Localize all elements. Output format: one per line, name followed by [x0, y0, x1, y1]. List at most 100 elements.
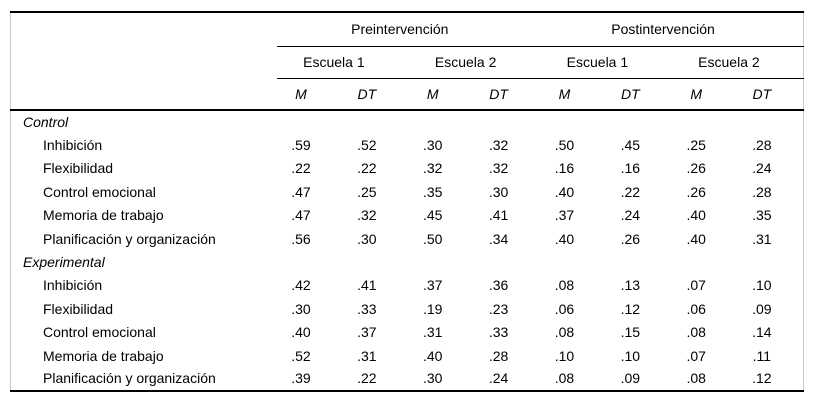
section-label: Control — [23, 114, 69, 131]
value-cell: .25 — [357, 183, 377, 200]
value-cell: .32 — [488, 160, 509, 177]
value-cell: .24 — [752, 160, 772, 177]
value-cell: .32 — [422, 160, 443, 177]
table-row: Control emocional .40 .37 .31 .33 .08 .15 .08 .1… — [11, 321, 804, 344]
value-cell: .35 — [752, 207, 772, 224]
measure-header: M — [671, 78, 738, 111]
value-cell: .30 — [488, 183, 509, 200]
value-cell: .56 — [291, 230, 311, 247]
value-cell: .15 — [620, 324, 641, 341]
value-cell: .40 — [554, 230, 575, 247]
value-cell: .08 — [554, 370, 575, 387]
value-cell: .07 — [686, 347, 706, 364]
value-cell: .30 — [357, 230, 377, 247]
table-row: Inhibición .59 .52 .30 .32 .50 .45 .25 .28 — [11, 133, 804, 156]
value-cell: .16 — [554, 160, 575, 177]
value-cell: .23 — [488, 300, 509, 317]
column-group-header-pre: Preintervención — [276, 12, 541, 47]
value-cell: .42 — [291, 277, 311, 294]
row-label: Control emocional — [43, 324, 156, 341]
value-cell: .19 — [422, 300, 443, 317]
value-cell: .32 — [488, 137, 509, 154]
value-cell: .37 — [422, 277, 443, 294]
measure-header: DT — [342, 78, 409, 111]
table-row: Memoria de trabajo .47 .32 .45 .41 .37 .24 .40.… — [11, 204, 804, 227]
value-cell: .28 — [488, 347, 509, 364]
value-cell: .31 — [357, 347, 377, 364]
value-cell: .12 — [752, 370, 772, 387]
value-cell: .40 — [422, 347, 443, 364]
value-cell: .59 — [291, 137, 311, 154]
value-cell: .24 — [620, 207, 641, 224]
table-row: Planificación y organización .56 .30 .50 .34… — [11, 227, 804, 250]
value-cell: .08 — [686, 324, 706, 341]
value-cell: .52 — [357, 137, 377, 154]
table-row: Flexibilidad .30 .33 .19 .23 .06 .12 .06 .09 — [11, 297, 804, 320]
table-row: Memoria de trabajo .52 .31 .40 .28 .10 .10 .07.… — [11, 344, 804, 367]
school-header: Escuela 2 — [408, 46, 541, 79]
measure-header: DT — [737, 78, 804, 111]
value-cell: .26 — [686, 160, 706, 177]
corner-cell — [11, 12, 277, 46]
value-cell: .31 — [752, 230, 772, 247]
table-row: Control emocional .47 .25 .35 .30 .40 .22 .26 .2… — [11, 180, 804, 203]
school-header: Escuela 1 — [276, 46, 409, 79]
value-cell: .09 — [752, 300, 772, 317]
value-cell: .30 — [422, 370, 443, 387]
value-cell: .13 — [620, 277, 641, 294]
column-group-row: Preintervención Postintervención — [11, 12, 804, 47]
row-label: Flexibilidad — [43, 160, 114, 177]
value-cell: .08 — [554, 277, 575, 294]
value-cell: .33 — [357, 300, 377, 317]
value-cell: .28 — [752, 137, 772, 154]
value-cell: .06 — [686, 300, 706, 317]
value-cell: .47 — [291, 183, 311, 200]
value-cell: .40 — [686, 207, 706, 224]
value-cell: .40 — [291, 324, 311, 341]
measure-header: M — [408, 78, 475, 111]
school-header: Escuela 2 — [671, 46, 804, 79]
corner-cell — [10, 78, 277, 111]
row-label: Memoria de trabajo — [43, 347, 164, 364]
value-cell: .14 — [752, 324, 772, 341]
value-cell: .26 — [686, 183, 706, 200]
measure-header: M — [276, 78, 343, 111]
value-cell: .22 — [357, 160, 377, 177]
value-cell: .39 — [291, 370, 311, 387]
value-cell: .34 — [488, 230, 509, 247]
value-cell: .07 — [686, 277, 706, 294]
value-cell: .47 — [291, 207, 311, 224]
value-cell: .12 — [620, 300, 641, 317]
value-cell: .40 — [686, 230, 706, 247]
value-cell: .25 — [686, 137, 706, 154]
value-cell: .24 — [488, 370, 509, 387]
measure-header: DT — [474, 78, 541, 111]
value-cell: .32 — [357, 207, 377, 224]
value-cell: .10 — [554, 347, 575, 364]
value-cell: .45 — [620, 137, 641, 154]
value-cell: .08 — [554, 324, 575, 341]
value-cell: .33 — [488, 324, 509, 341]
table-row: Inhibición .42 .41 .37 .36 .08 .13 .07 .10 — [11, 274, 804, 297]
corner-cell — [11, 46, 277, 78]
value-cell: .50 — [554, 137, 575, 154]
section-row: Control — [11, 110, 804, 133]
column-group-header-post: Postintervención — [540, 12, 804, 47]
value-cell: .08 — [686, 370, 706, 387]
measure-header-row: M DT M DT M DT M DT — [10, 78, 804, 111]
row-label: Inhibición — [43, 137, 103, 154]
row-label: Inhibición — [43, 277, 103, 294]
value-cell: .28 — [752, 183, 772, 200]
school-header-row: Escuela 1 Escuela 2 Escuela 1 Escuela 2 — [11, 46, 804, 79]
value-cell: .22 — [357, 370, 377, 387]
value-cell: .22 — [291, 160, 311, 177]
value-cell: .36 — [488, 277, 509, 294]
row-label: Memoria de trabajo — [43, 207, 164, 224]
value-cell: .35 — [422, 183, 443, 200]
row-label: Flexibilidad — [43, 300, 114, 317]
measure-header: M — [540, 78, 606, 111]
value-cell: .09 — [620, 370, 641, 387]
section-row: Experimental — [11, 250, 804, 273]
value-cell: .11 — [752, 347, 772, 364]
